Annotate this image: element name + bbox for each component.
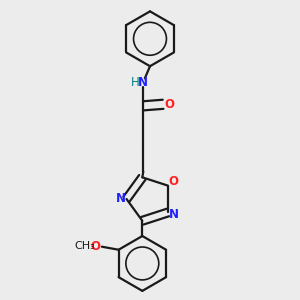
Text: O: O bbox=[168, 176, 178, 188]
Text: H: H bbox=[130, 76, 139, 88]
Text: O: O bbox=[165, 98, 175, 111]
Text: N: N bbox=[138, 76, 148, 88]
Text: N: N bbox=[169, 208, 179, 220]
Text: CH₃: CH₃ bbox=[74, 241, 95, 251]
Text: N: N bbox=[116, 192, 126, 205]
Text: O: O bbox=[91, 240, 101, 253]
